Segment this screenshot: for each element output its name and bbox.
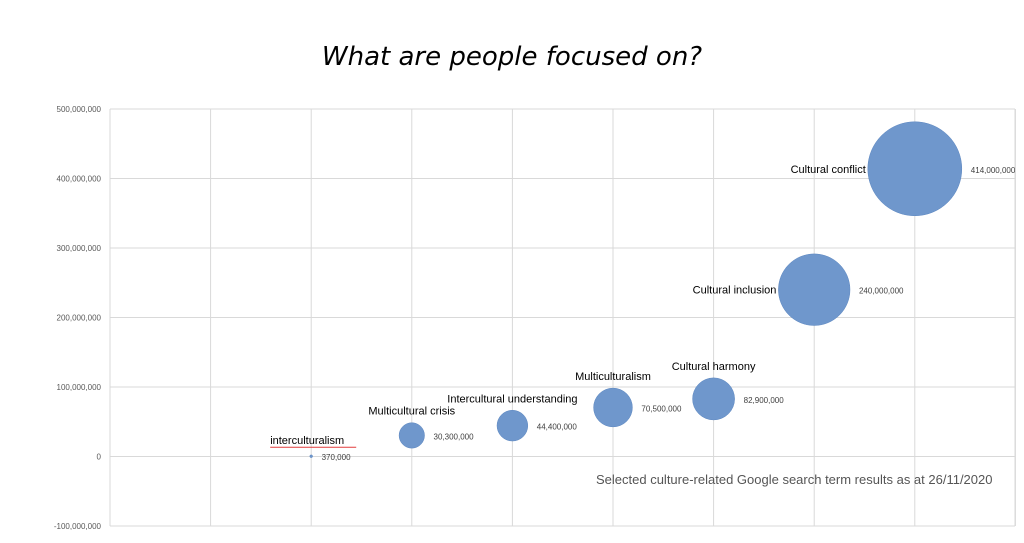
bubble-category-label: Multicultural crisis <box>368 406 455 418</box>
bubble-category-label: Cultural inclusion <box>693 285 777 297</box>
y-axis-ticks: 500,000,000 400,000,000 300,000,000 200,000… <box>54 105 102 531</box>
bubble <box>867 121 963 217</box>
bubble-value-label: 240,000,000 <box>859 287 904 296</box>
footnote: Selected culture-related Google search t… <box>596 472 993 487</box>
bubble-value-label: 82,900,000 <box>744 396 785 405</box>
y-tick-label: 400,000,000 <box>57 175 102 184</box>
bubble-value-label: 44,400,000 <box>537 423 578 432</box>
bubble <box>398 422 425 449</box>
bubble <box>309 454 313 458</box>
bubble-category-label: Cultural conflict <box>791 164 866 176</box>
bubble-value-label: 70,500,000 <box>641 405 682 414</box>
bubble-category-label: Cultural harmony <box>672 361 756 373</box>
bubble-labels: 370,000 interculturalism 30,300,000 Multicu… <box>270 164 1016 462</box>
y-tick-label: 200,000,000 <box>57 314 102 323</box>
y-tick-label: 500,000,000 <box>57 105 102 114</box>
bubble-category-label: Multiculturalism <box>575 371 651 383</box>
bubble-value-label: 370,000 <box>322 453 351 462</box>
bubble-value-label: 414,000,000 <box>971 166 1016 175</box>
chart-title: What are people focused on? <box>321 42 703 72</box>
bubbles <box>309 121 963 458</box>
y-tick-label: 300,000,000 <box>57 244 102 253</box>
bubble-value-label: 30,300,000 <box>434 432 475 441</box>
bubble <box>593 387 633 428</box>
bubble <box>496 410 529 442</box>
bubble-category-label: Intercultural understanding <box>447 393 577 405</box>
y-tick-label: 0 <box>97 453 102 462</box>
bubble-category-label: interculturalism <box>270 435 344 447</box>
bubble <box>778 253 851 326</box>
y-tick-label: 100,000,000 <box>57 383 102 392</box>
y-tick-label: -100,000,000 <box>54 522 102 531</box>
bubble <box>692 377 735 421</box>
